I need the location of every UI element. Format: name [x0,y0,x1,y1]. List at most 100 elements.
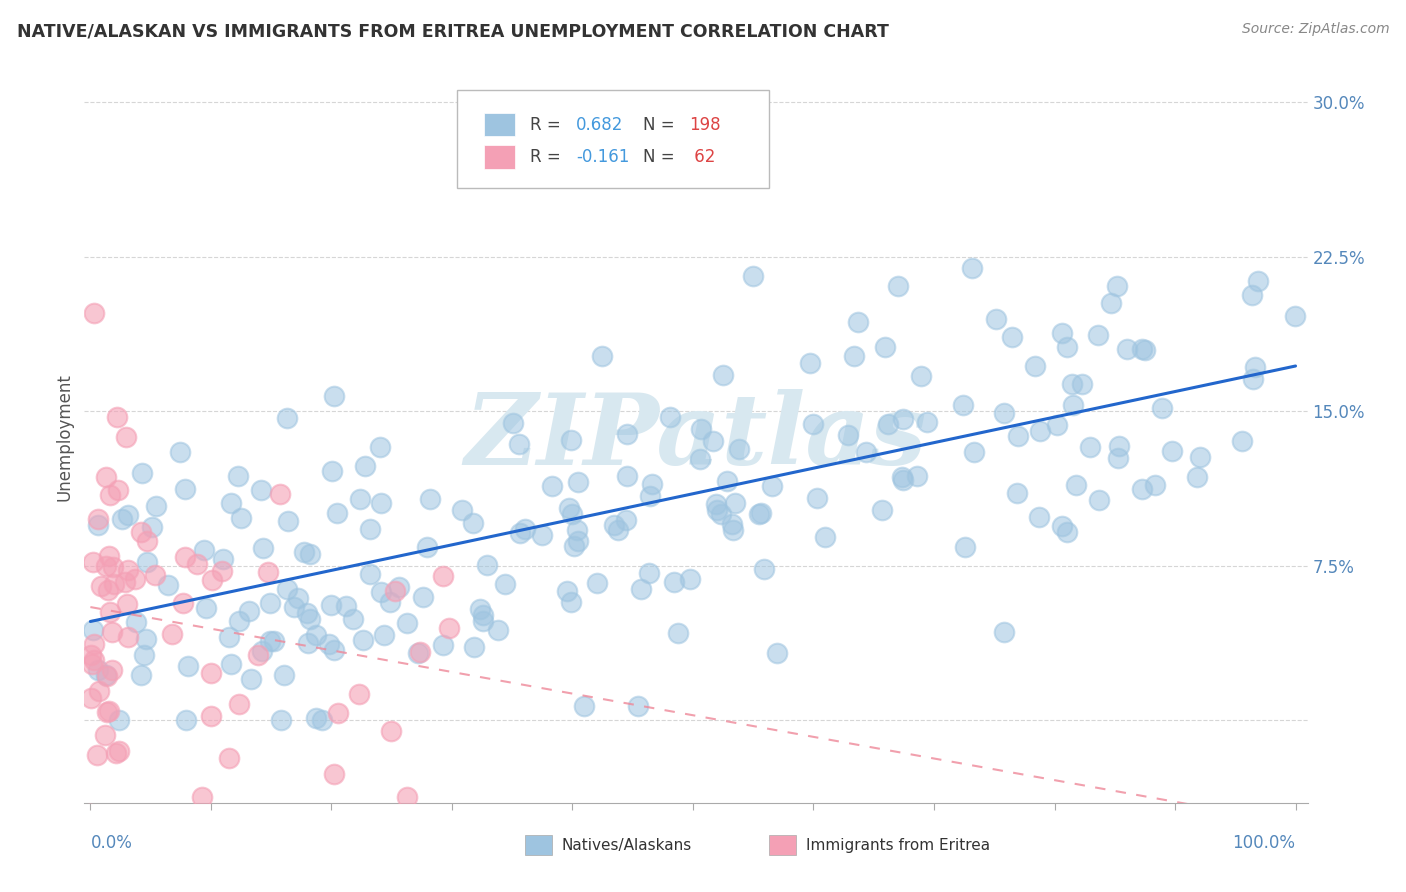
Point [94,728,117,742]
Point [844,349,866,363]
Point [107,744,129,758]
Point [277,514,299,528]
Point [226,469,249,483]
Point [195,600,218,615]
Text: N =: N = [644,116,681,134]
Point [616,427,638,442]
Point [710,507,733,521]
Point [349,491,371,506]
Point [1050,326,1073,341]
Point [354,459,377,474]
Point [716,474,738,488]
Point [1001,329,1024,343]
Point [157,578,180,592]
Point [1028,509,1050,524]
Point [409,645,432,659]
Point [993,406,1015,420]
Point [1078,440,1101,454]
Point [557,500,579,515]
Point [1232,434,1254,448]
Point [486,623,509,637]
Point [90,579,112,593]
Point [111,511,134,525]
Text: 0.682: 0.682 [576,116,623,134]
Point [752,562,775,576]
Point [321,599,343,613]
Point [190,790,212,805]
Point [1050,519,1073,533]
Point [295,606,318,620]
FancyBboxPatch shape [484,145,515,169]
Y-axis label: Unemployment: Unemployment [55,373,73,501]
Point [689,451,711,466]
Point [87,663,110,677]
Point [323,767,346,781]
Point [1144,477,1167,491]
Point [297,636,319,650]
FancyBboxPatch shape [524,835,551,855]
Point [1105,278,1128,293]
Point [508,437,530,451]
Point [229,511,252,525]
Point [1116,343,1139,357]
Point [891,412,914,426]
Point [806,491,828,505]
Point [335,599,357,613]
FancyBboxPatch shape [457,90,769,188]
Point [82,623,104,637]
Point [711,368,734,382]
Text: -0.161: -0.161 [576,148,630,166]
Point [591,349,613,363]
Point [83,653,105,667]
Point [79,806,101,821]
Point [370,496,392,510]
Point [664,575,686,590]
Point [1240,288,1263,302]
Point [218,751,240,765]
Point [250,644,273,658]
Point [1045,417,1067,432]
Point [276,582,298,596]
Point [87,684,110,698]
Point [115,597,138,611]
Point [80,648,103,662]
Point [690,422,713,436]
Point [463,516,485,531]
Text: Natives/Alaskans: Natives/Alaskans [561,838,692,853]
Point [103,577,125,591]
Point [323,642,346,657]
Point [855,445,877,459]
Point [658,410,681,425]
Point [247,648,270,662]
Point [305,627,328,641]
Point [117,564,139,578]
Point [567,475,589,489]
Point [263,634,285,648]
Point [326,506,349,520]
Point [87,512,110,526]
Text: Source: ZipAtlas.com: Source: ZipAtlas.com [1241,22,1389,37]
Point [1029,424,1052,438]
Point [603,518,626,533]
Point [298,547,321,561]
Point [502,416,524,430]
Point [887,279,910,293]
Point [145,499,167,513]
Point [107,410,129,425]
Point [108,714,131,728]
Point [96,470,118,484]
Point [630,582,652,596]
Point [87,518,110,533]
Point [419,492,441,507]
Point [586,576,609,591]
Point [765,646,787,660]
Point [396,615,419,630]
Point [200,709,222,723]
Point [567,523,589,537]
Point [103,560,125,574]
Point [100,624,122,639]
Point [270,714,292,728]
Point [259,633,281,648]
Point [1247,274,1270,288]
Point [174,483,197,497]
